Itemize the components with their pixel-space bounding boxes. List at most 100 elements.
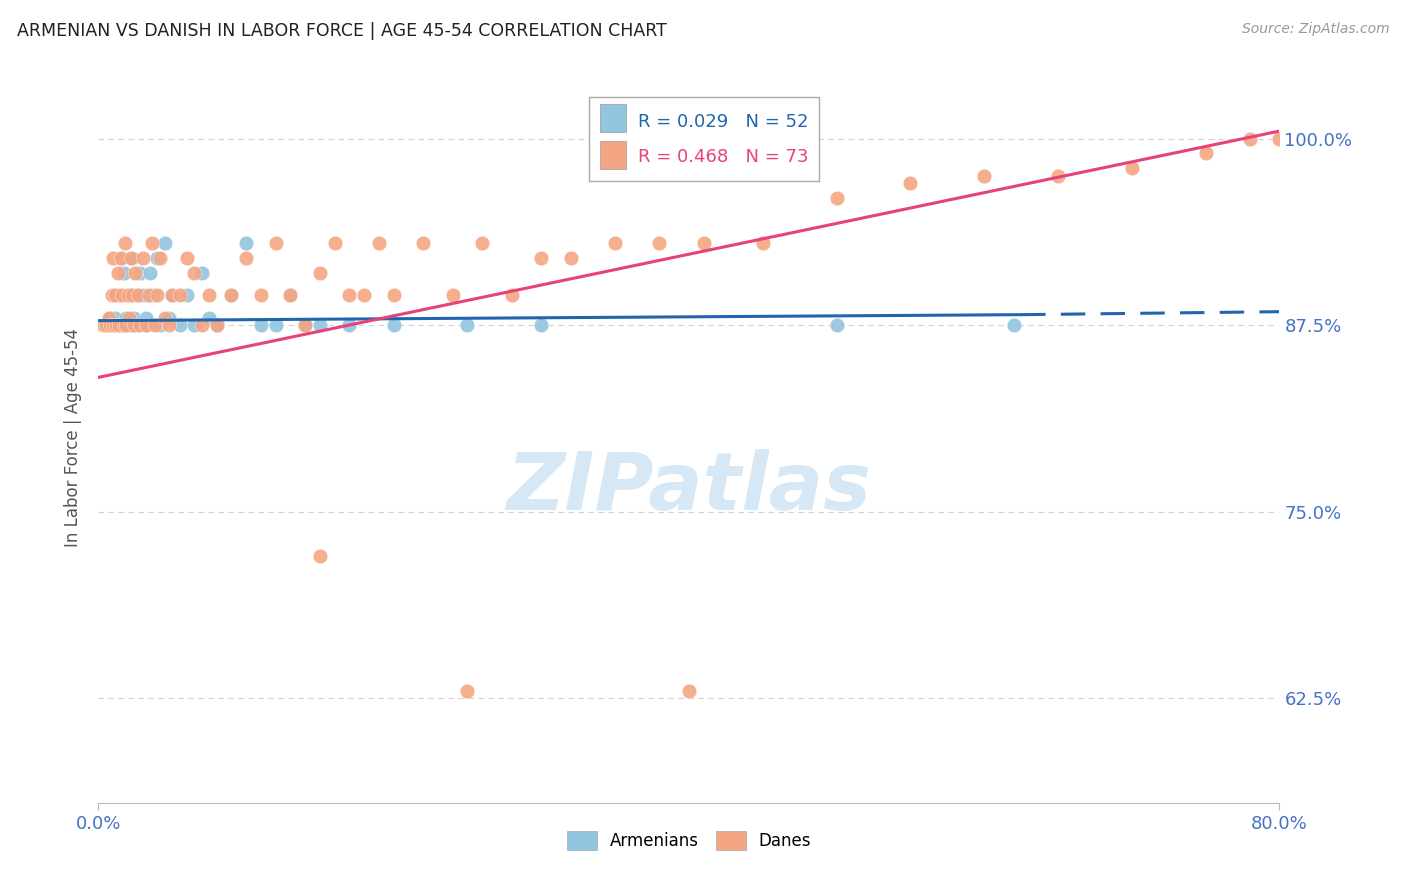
Point (235, 235, 257, 250)
Point (678, 683, 700, 698)
Point (98, 310, 121, 325)
Point (127, 288, 149, 302)
Point (1268, 131, 1291, 145)
Point (112, 266, 135, 280)
Point (135, 310, 157, 325)
Point (108, 318, 131, 332)
Point (294, 318, 316, 332)
Point (264, 235, 287, 250)
Point (162, 288, 183, 302)
Point (183, 318, 205, 332)
Point (169, 288, 191, 302)
Point (153, 310, 176, 325)
Point (825, 191, 848, 205)
Point (124, 266, 146, 280)
Point (118, 310, 141, 325)
Point (94, 318, 117, 332)
Point (530, 251, 553, 265)
Point (605, 235, 627, 250)
Y-axis label: In Labor Force | Age 45-54: In Labor Force | Age 45-54 (65, 327, 83, 547)
Point (339, 318, 361, 332)
Text: R = 0.029   N = 52: R = 0.029 N = 52 (638, 113, 808, 131)
Point (205, 318, 228, 332)
Point (110, 251, 132, 265)
Point (353, 288, 375, 302)
Point (136, 318, 159, 332)
Point (105, 318, 128, 332)
Point (183, 266, 205, 280)
Point (132, 288, 155, 302)
Point (111, 288, 134, 302)
Point (114, 235, 136, 250)
Point (457, 318, 479, 332)
Point (382, 318, 405, 332)
Point (117, 288, 139, 302)
Point (91, 318, 114, 332)
Point (752, 235, 775, 250)
Point (250, 288, 273, 302)
Point (560, 251, 582, 265)
Point (135, 318, 157, 332)
Point (693, 235, 716, 250)
Point (100, 288, 122, 302)
Point (294, 318, 316, 332)
Point (103, 318, 125, 332)
Point (368, 235, 391, 250)
FancyBboxPatch shape (600, 104, 626, 132)
Point (111, 318, 134, 332)
Point (264, 318, 287, 332)
Text: ARMENIAN VS DANISH IN LABOR FORCE | AGE 45-54 CORRELATION CHART: ARMENIAN VS DANISH IN LABOR FORCE | AGE … (17, 22, 666, 40)
Point (198, 310, 221, 325)
Point (1195, 146, 1218, 161)
Point (149, 251, 172, 265)
Point (141, 235, 163, 250)
Point (121, 288, 143, 302)
Point (309, 318, 332, 332)
Legend: Armenians, Danes: Armenians, Danes (560, 824, 818, 856)
Point (280, 288, 302, 302)
Point (149, 318, 172, 332)
Point (176, 288, 198, 302)
Point (94, 318, 117, 332)
Text: Source: ZipAtlas.com: Source: ZipAtlas.com (1241, 22, 1389, 37)
Point (121, 251, 143, 265)
FancyBboxPatch shape (600, 141, 626, 169)
Point (98, 318, 121, 332)
Point (139, 266, 162, 280)
Point (457, 683, 479, 698)
Point (142, 288, 165, 302)
Text: R = 0.468   N = 73: R = 0.468 N = 73 (638, 148, 808, 166)
Point (128, 266, 150, 280)
Point (120, 251, 142, 265)
Point (124, 318, 146, 332)
Point (648, 235, 671, 250)
Point (900, 177, 922, 191)
Point (122, 318, 145, 332)
Point (110, 318, 132, 332)
Point (471, 235, 494, 250)
Point (157, 310, 180, 325)
Point (105, 318, 128, 332)
Point (221, 288, 243, 302)
Point (128, 318, 150, 332)
Point (530, 318, 553, 332)
Point (973, 169, 995, 183)
Point (235, 251, 257, 265)
Point (1239, 131, 1261, 145)
Point (191, 266, 214, 280)
FancyBboxPatch shape (589, 97, 818, 181)
Point (1002, 318, 1025, 332)
Point (125, 288, 148, 302)
Point (114, 318, 136, 332)
Point (146, 251, 169, 265)
Point (153, 235, 176, 250)
Point (100, 318, 122, 332)
Point (143, 318, 166, 332)
Point (108, 318, 131, 332)
Point (250, 318, 273, 332)
Point (146, 288, 169, 302)
Point (127, 318, 149, 332)
Point (107, 288, 129, 302)
Point (118, 288, 141, 302)
Point (501, 288, 523, 302)
